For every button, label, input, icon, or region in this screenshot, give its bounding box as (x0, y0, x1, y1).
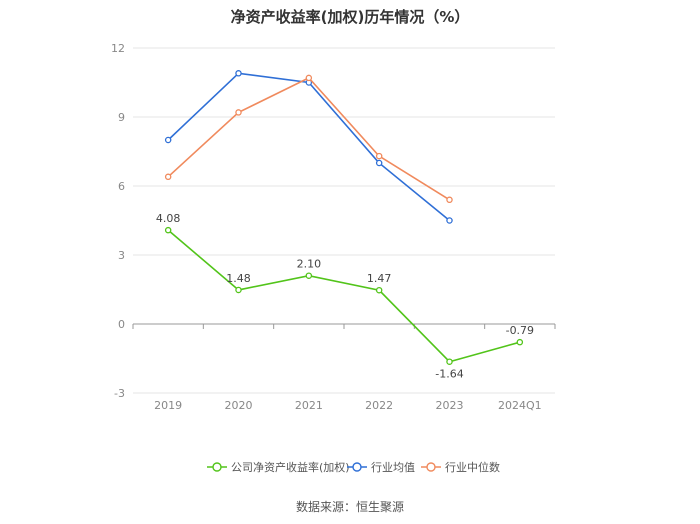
x-tick-label: 2022 (365, 399, 393, 412)
legend-swatch-marker (426, 462, 436, 472)
y-tick-label: 3 (118, 249, 125, 262)
series-line-0 (167, 229, 521, 363)
data-point (516, 338, 524, 346)
data-point (375, 152, 383, 160)
x-tick-label: 2024Q1 (498, 399, 542, 412)
data-point (235, 109, 242, 116)
series-line-2 (167, 76, 450, 201)
data-point (164, 173, 172, 181)
y-tick-label: 0 (118, 318, 125, 331)
data-label: 1.48 (226, 272, 251, 285)
data-point (164, 136, 172, 144)
series-line-1 (167, 72, 451, 222)
data-point (305, 272, 313, 279)
data-label: 1.47 (367, 272, 392, 285)
legend-label: 行业中位数 (445, 460, 500, 474)
data-point (235, 70, 242, 77)
y-tick-label: -3 (114, 387, 125, 400)
data-label: -1.64 (435, 368, 463, 381)
data-point (235, 286, 242, 294)
data-point (446, 217, 453, 224)
data-label: 2.10 (297, 258, 322, 271)
data-point (375, 159, 383, 167)
data-point (164, 226, 172, 234)
data-point (446, 196, 453, 204)
y-tick-label: 9 (118, 111, 125, 124)
data-point (446, 358, 453, 365)
y-tick-label: 6 (118, 180, 125, 193)
legend-label: 行业均值 (371, 461, 415, 474)
x-tick-label: 2021 (295, 399, 323, 412)
chart-title: 净资产收益率(加权)历年情况（%） (230, 8, 470, 26)
legend-swatch-marker (212, 462, 222, 472)
legend-swatch-marker (352, 462, 362, 472)
x-tick-label: 2019 (154, 399, 182, 412)
y-tick-label: 12 (111, 42, 125, 55)
data-source: 数据来源：恒生聚源 (295, 500, 404, 514)
data-point (305, 74, 313, 82)
data-label: -0.79 (506, 324, 534, 337)
x-tick-label: 2023 (436, 399, 464, 412)
legend-label: 公司净资产收益率(加权) (231, 460, 350, 474)
data-point (375, 286, 383, 294)
x-tick-label: 2020 (225, 399, 253, 412)
data-label: 4.08 (156, 212, 181, 225)
